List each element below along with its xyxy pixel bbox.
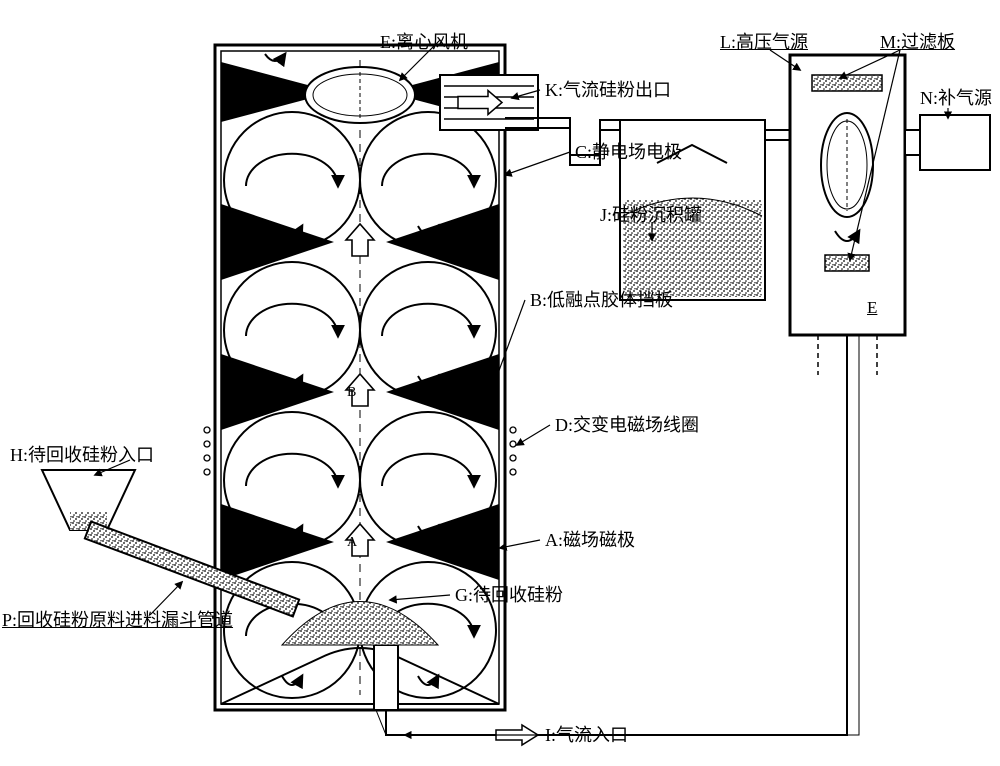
label-H: H:待回收硅粉入口 [10,445,154,467]
label-C: C:静电场电极 [575,142,682,164]
diagram-svg [0,0,1000,766]
label-I: I:气流入口 [545,725,628,747]
label-A: A:磁场磁极 [545,530,635,552]
label-D: D:交变电磁场线圈 [555,415,699,437]
stage-letter-C: C [253,235,262,251]
stage-letter-A: A [347,535,357,551]
label-L: L:高压气源 [720,32,808,54]
label-G: G:待回收硅粉 [455,585,563,607]
label-J: J:硅粉沉积罐 [600,205,702,227]
label-P: P:回收硅粉原料进料漏斗管道 [2,610,233,632]
diagram-root: E:离心风机 L:高压气源 M:过滤板 N:补气源 K:气流硅粉出口 C:静电场… [0,0,1000,766]
right-unit-E-label: E [867,298,877,318]
label-M: M:过滤板 [880,32,955,54]
label-K: K:气流硅粉出口 [545,80,671,102]
label-E-top: E:离心风机 [380,32,468,54]
stage-letter-B: B [347,385,356,401]
label-B: B:低融点胶体挡板 [530,290,673,312]
label-N: N:补气源 [920,88,992,110]
